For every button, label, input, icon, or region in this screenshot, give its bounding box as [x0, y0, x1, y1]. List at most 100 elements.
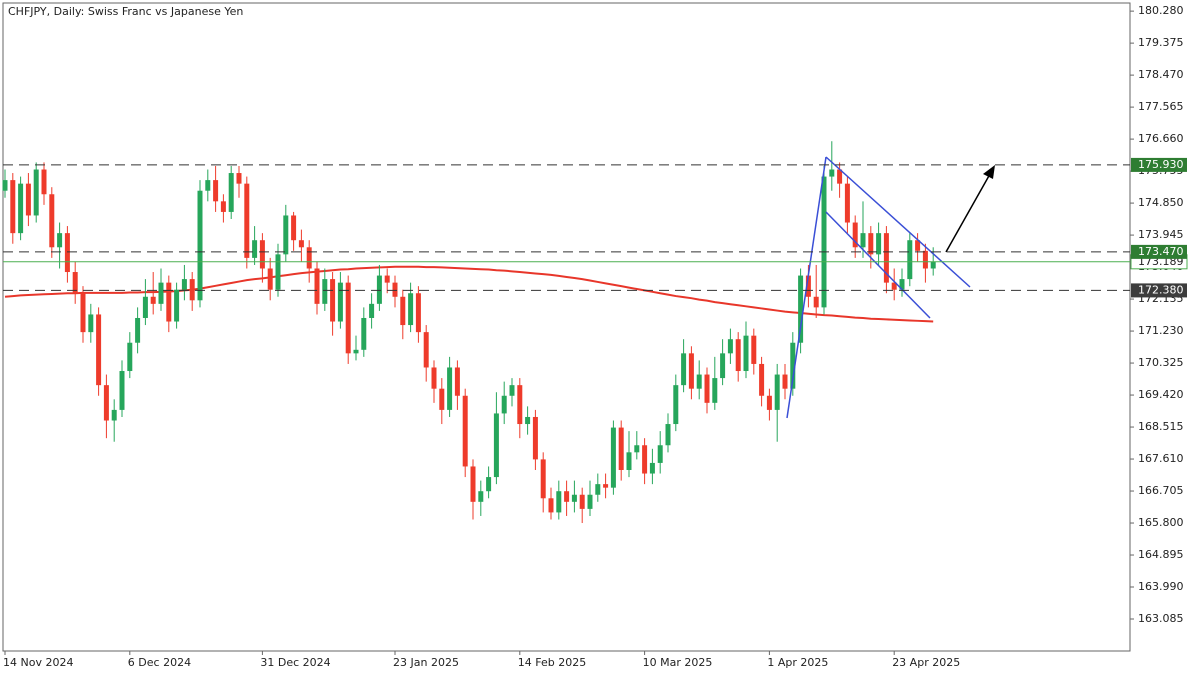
candle-body	[891, 282, 897, 290]
candle-body	[415, 293, 421, 333]
candle-body	[369, 303, 375, 318]
candle-body	[189, 279, 195, 301]
candle-body	[96, 314, 102, 386]
candle-body	[712, 378, 718, 403]
candle-body	[330, 279, 336, 322]
candle-body	[392, 282, 398, 297]
candle-body	[860, 233, 866, 248]
level-box	[1131, 157, 1187, 172]
candle-body	[228, 173, 234, 212]
candle-body	[525, 416, 531, 425]
candle-body	[665, 424, 671, 446]
candle-body	[798, 275, 804, 343]
arrow-head	[983, 165, 995, 179]
candle-body	[720, 353, 726, 379]
y-tick-label: 179.375	[1138, 36, 1184, 49]
candle-body	[899, 279, 905, 290]
candle-body	[25, 183, 31, 216]
candle-body	[423, 332, 429, 368]
candle-body	[618, 427, 624, 470]
candle-body	[322, 279, 328, 304]
candle-body	[72, 272, 78, 294]
y-tick-label: 170.325	[1138, 356, 1184, 369]
candle-body	[33, 169, 39, 216]
candle-body	[766, 395, 772, 410]
candle-body	[634, 445, 640, 453]
candle-body	[150, 296, 156, 304]
candle-body	[837, 169, 843, 184]
candle-body	[673, 385, 679, 425]
candle-body	[205, 180, 211, 191]
candle-body	[829, 169, 835, 177]
candle-body	[291, 215, 297, 241]
candle-body	[844, 183, 850, 223]
candle-body	[142, 296, 148, 318]
candle-body	[735, 339, 741, 372]
plot-frame	[2, 2, 1131, 652]
candle-body	[610, 427, 616, 488]
candle-body	[907, 240, 913, 280]
candle-body	[361, 317, 367, 350]
candle-body	[821, 176, 827, 308]
candle-body	[470, 466, 476, 502]
candle-body	[384, 275, 390, 283]
candle-body	[298, 240, 304, 248]
level-label: 172.380	[1138, 283, 1184, 296]
candle-body	[579, 494, 585, 509]
candle-body	[408, 293, 414, 326]
y-tick-label: 177.565	[1138, 100, 1184, 113]
level-box	[1131, 244, 1187, 259]
y-tick-label: 174.850	[1138, 196, 1184, 209]
candle-body	[220, 201, 226, 212]
level-label: 173.470	[1138, 245, 1184, 258]
candle-body	[158, 282, 164, 304]
candle-body	[119, 371, 125, 410]
candle-body	[603, 484, 609, 488]
y-tick-label: 176.660	[1138, 132, 1184, 145]
y-tick-label: 164.895	[1138, 548, 1184, 561]
channel-lower	[825, 211, 931, 319]
candle-body	[166, 282, 172, 322]
candle-body	[805, 275, 811, 297]
candle-body	[548, 498, 554, 513]
candle-body	[540, 459, 546, 499]
y-tick-label: 167.610	[1138, 452, 1184, 465]
candle-body	[751, 335, 757, 364]
candle-body	[517, 385, 523, 425]
candle-body	[64, 233, 70, 273]
candle-body	[454, 367, 460, 396]
candle-body	[111, 409, 117, 421]
y-tick-label: 171.230	[1138, 324, 1184, 337]
candle-body	[556, 491, 562, 513]
y-tick-label: 180.280	[1138, 4, 1184, 17]
candle-body	[80, 293, 86, 333]
candle-body	[876, 233, 882, 255]
y-tick-label: 166.705	[1138, 484, 1184, 497]
candle-body	[439, 388, 445, 410]
y-tick-label: 178.470	[1138, 68, 1184, 81]
candle-body	[774, 374, 780, 410]
candle-body	[252, 240, 258, 258]
candle-body	[57, 233, 63, 248]
candle-body	[259, 240, 265, 269]
candle-body	[727, 339, 733, 354]
candle-body	[275, 254, 281, 290]
candle-body	[743, 335, 749, 372]
candle-body	[431, 367, 437, 389]
candle-body	[688, 353, 694, 389]
candle-body	[626, 452, 632, 470]
candle-body	[852, 222, 858, 248]
candle-body	[345, 282, 351, 354]
candle-body	[306, 247, 312, 269]
trend-line	[786, 156, 827, 419]
candle-body	[868, 233, 874, 255]
candle-body	[181, 279, 187, 290]
y-tick-label: 163.085	[1138, 612, 1184, 625]
x-tick-label: 14 Nov 2024	[3, 656, 73, 669]
y-tick-label: 163.990	[1138, 580, 1184, 593]
candle-body	[571, 494, 577, 502]
candle-body	[314, 268, 320, 304]
candle-body	[127, 342, 133, 372]
candle-body	[486, 477, 492, 492]
